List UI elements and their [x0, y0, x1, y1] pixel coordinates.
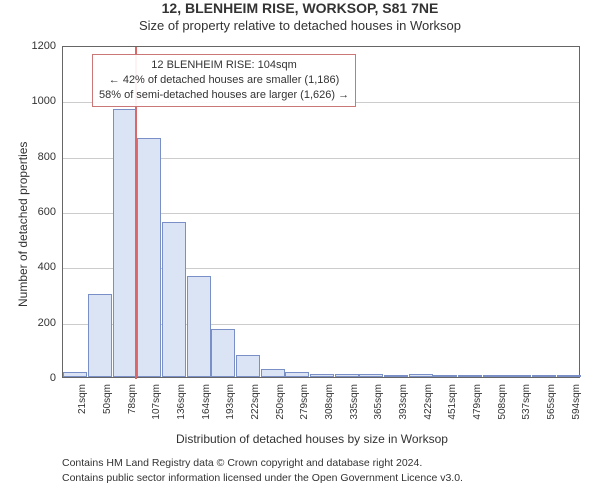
xtick-label: 50sqm [102, 384, 113, 414]
ytick-label: 0 [22, 372, 56, 384]
footer-line2: Contains public sector information licen… [62, 471, 463, 486]
xtick-label: 594sqm [571, 384, 582, 420]
annotation-line3: 58% of semi-detached houses are larger (… [99, 88, 349, 103]
annotation-line2: ← 42% of detached houses are smaller (1,… [99, 73, 349, 88]
xtick-label: 193sqm [225, 384, 236, 420]
xtick-label: 451sqm [447, 384, 458, 420]
xtick-label: 365sqm [373, 384, 384, 420]
ytick-label: 400 [22, 261, 56, 273]
xtick-label: 422sqm [423, 384, 434, 420]
histogram-bar [88, 294, 112, 377]
xtick-label: 565sqm [546, 384, 557, 420]
ytick-label: 1000 [22, 95, 56, 107]
xtick-label: 250sqm [275, 384, 286, 420]
xtick-label: 21sqm [77, 384, 88, 414]
histogram-bar [409, 374, 433, 377]
histogram-bar [532, 375, 556, 377]
histogram-bar [285, 372, 309, 377]
histogram-bar [359, 374, 383, 377]
histogram-bar [137, 138, 161, 377]
histogram-bar [236, 355, 260, 377]
xtick-label: 308sqm [324, 384, 335, 420]
histogram-bar [483, 375, 507, 377]
histogram-bar [557, 375, 581, 377]
histogram-bar [261, 369, 285, 377]
xtick-label: 78sqm [127, 384, 138, 414]
ytick-label: 800 [22, 151, 56, 163]
ytick-label: 1200 [22, 40, 56, 52]
page-title: 12, BLENHEIM RISE, WORKSOP, S81 7NE [0, 0, 600, 16]
histogram-bar [458, 375, 482, 377]
histogram-bar [384, 375, 408, 377]
histogram-bar [507, 375, 531, 377]
histogram-bar [310, 374, 334, 377]
xtick-label: 335sqm [349, 384, 360, 420]
chart-container: { "header": { "title": "12, BLENHEIM RIS… [0, 0, 600, 500]
xtick-label: 222sqm [250, 384, 261, 420]
histogram-bar [162, 222, 186, 377]
xtick-label: 537sqm [521, 384, 532, 420]
xtick-label: 164sqm [201, 384, 212, 420]
xtick-label: 136sqm [176, 384, 187, 420]
ytick-label: 600 [22, 206, 56, 218]
ytick-label: 200 [22, 317, 56, 329]
y-axis-title: Number of detached properties [16, 142, 30, 307]
xtick-label: 107sqm [151, 384, 162, 420]
footer-text: Contains HM Land Registry data © Crown c… [62, 456, 463, 485]
xtick-label: 279sqm [299, 384, 310, 420]
xtick-label: 508sqm [497, 384, 508, 420]
histogram-bar [63, 372, 87, 377]
footer-line1: Contains HM Land Registry data © Crown c… [62, 456, 463, 471]
histogram-bar [335, 374, 359, 377]
page-subtitle: Size of property relative to detached ho… [0, 18, 600, 33]
histogram-bar [187, 276, 211, 377]
histogram-bar [211, 329, 235, 377]
histogram-bar [113, 109, 137, 377]
annotation-box: 12 BLENHEIM RISE: 104sqm ← 42% of detach… [92, 54, 356, 107]
xtick-label: 479sqm [472, 384, 483, 420]
x-axis-title: Distribution of detached houses by size … [176, 432, 448, 446]
annotation-line1: 12 BLENHEIM RISE: 104sqm [99, 58, 349, 73]
histogram-bar [433, 375, 457, 377]
xtick-label: 393sqm [398, 384, 409, 420]
